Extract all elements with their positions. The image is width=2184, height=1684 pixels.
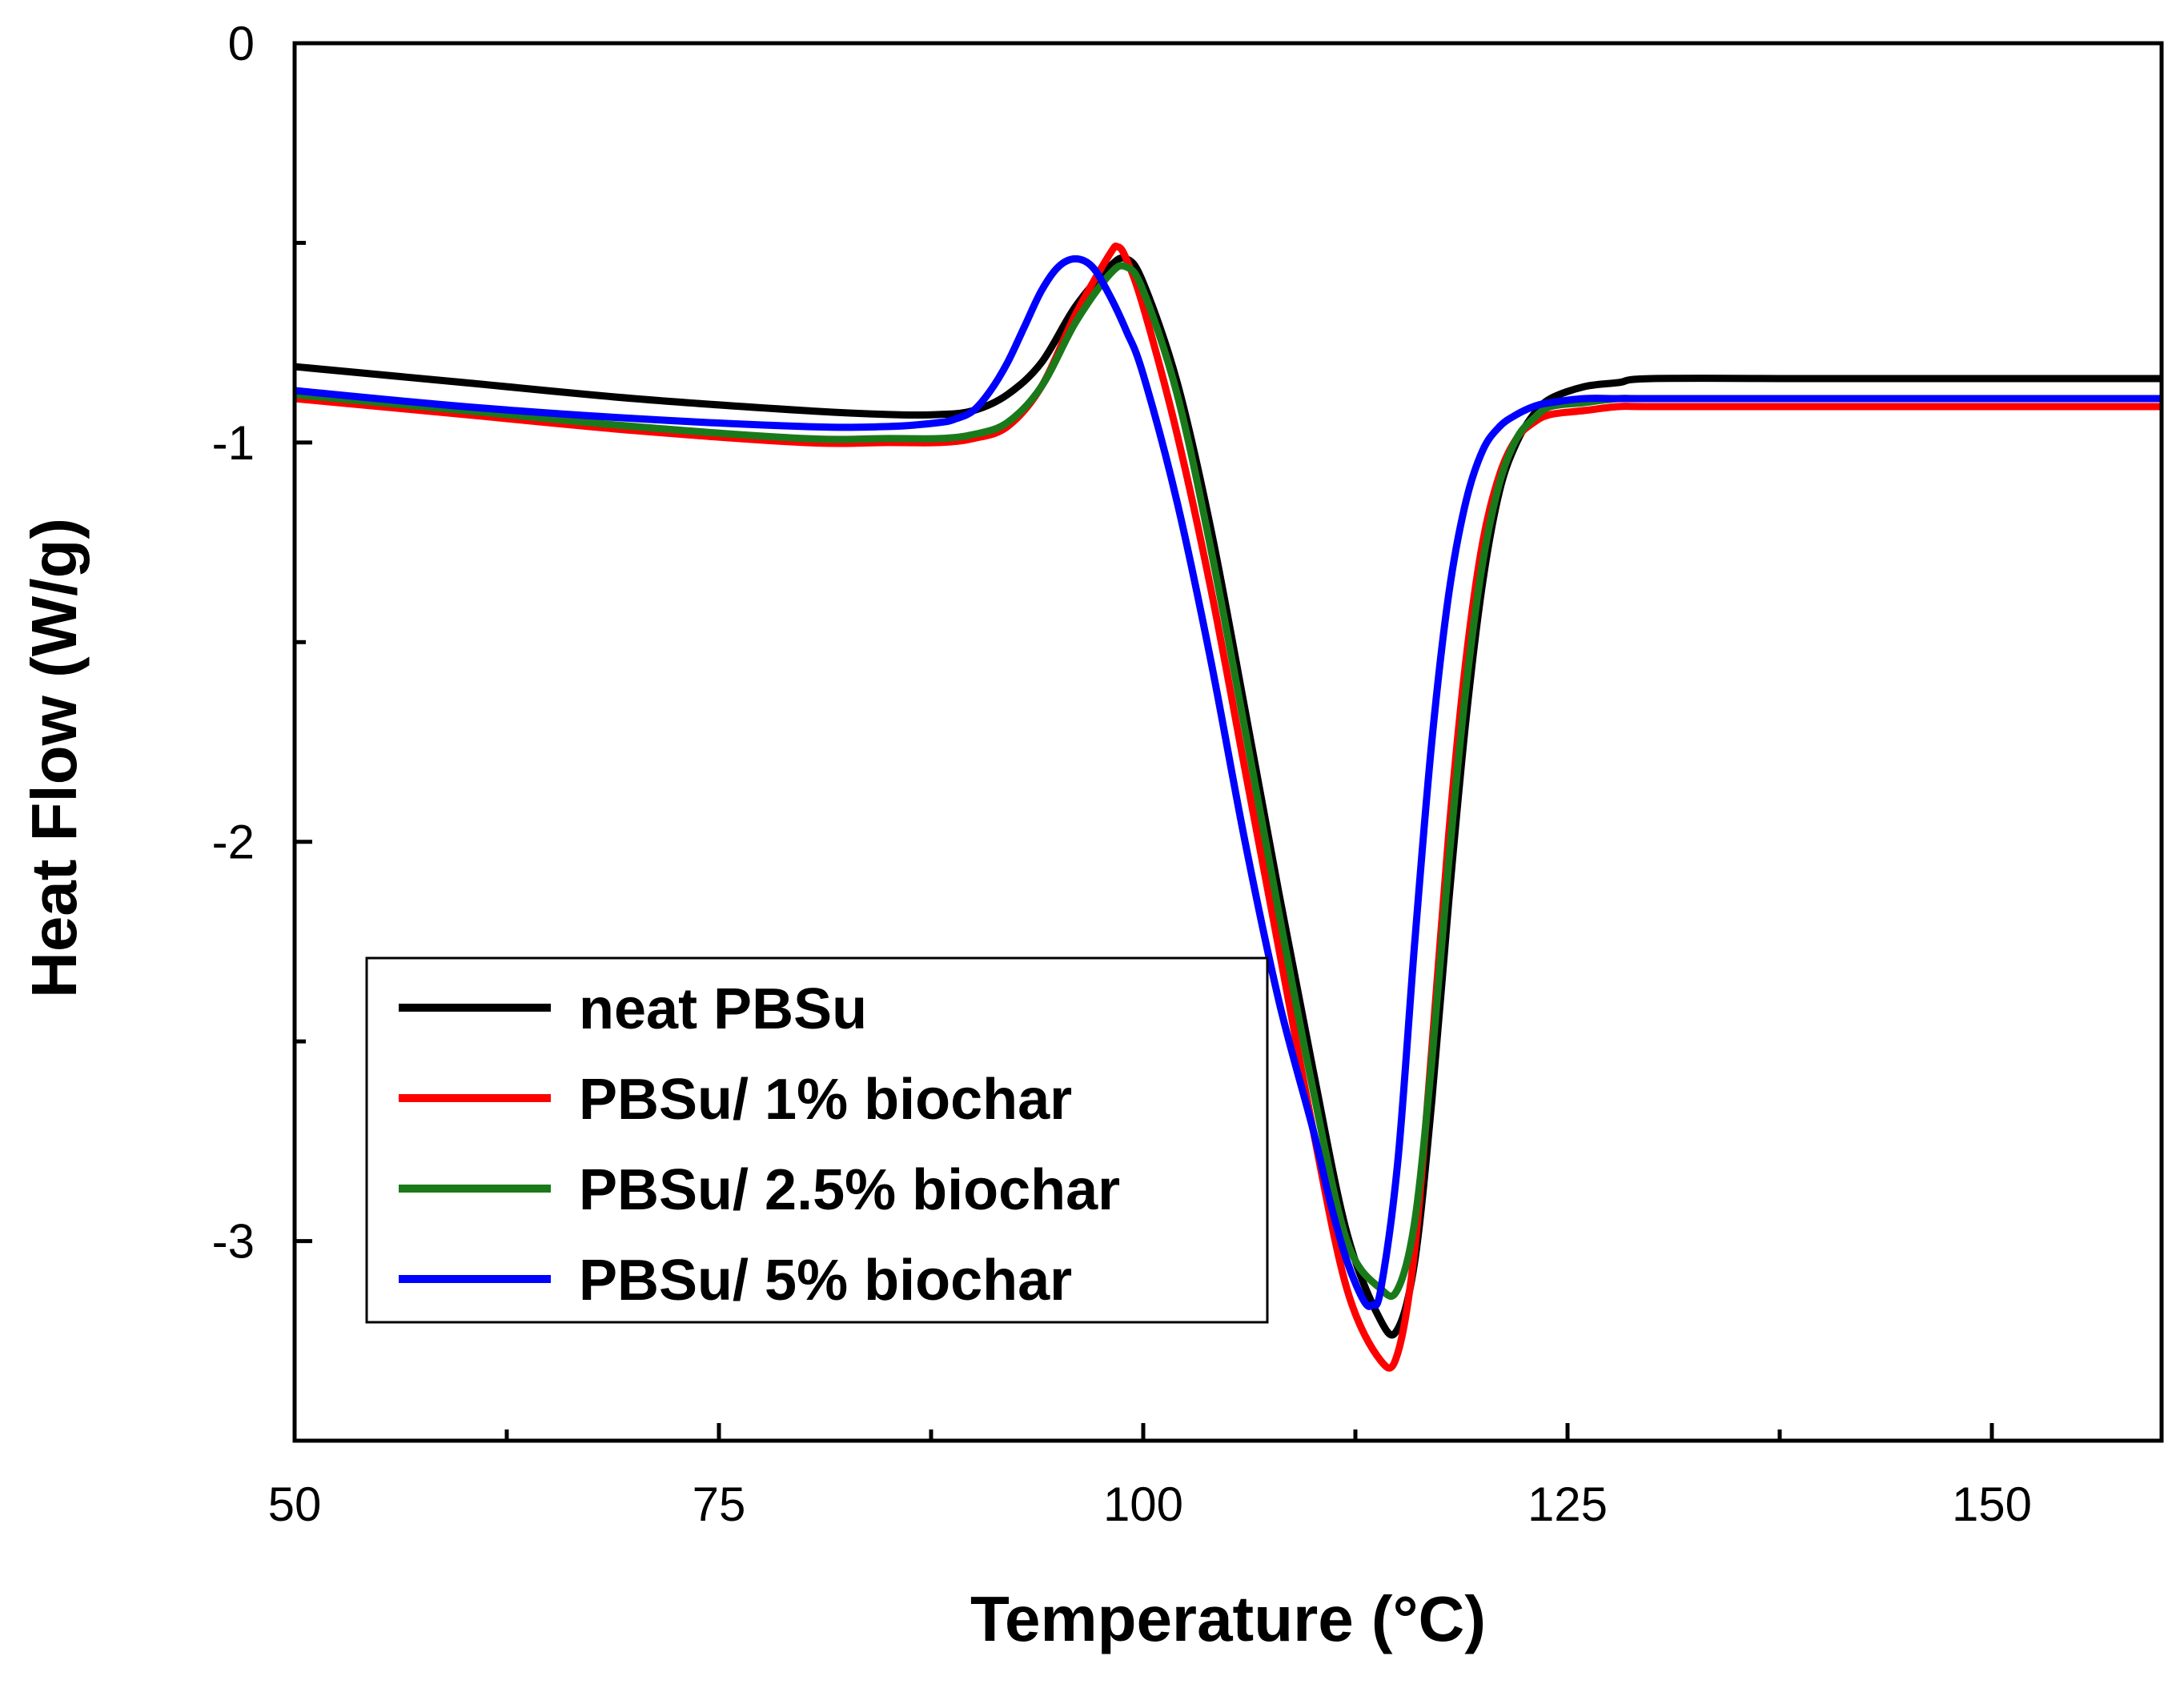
y-tick-label: -2 xyxy=(212,816,255,869)
x-tick-label: 100 xyxy=(1103,1478,1183,1531)
plot-frame xyxy=(292,41,2164,1443)
x-tick-label: 125 xyxy=(1528,1478,1608,1531)
legend-box xyxy=(365,956,1269,1324)
legend-label-1: neat PBSu xyxy=(579,977,867,1041)
series-line-4 xyxy=(295,255,2162,1310)
x-axis-title: Temperature (°C) xyxy=(970,1583,1486,1654)
y-tick-label: -3 xyxy=(212,1215,255,1269)
x-tick-label: 50 xyxy=(268,1478,322,1531)
y-axis-title: Heat Flow (W/g) xyxy=(18,518,90,998)
x-tick-label: 150 xyxy=(1952,1478,2032,1531)
axes-layer: 50 75 100 125 150 0 -1 -2 -3 xyxy=(212,17,2164,1531)
y-tick-label: 0 xyxy=(228,17,255,70)
legend-label-4: PBSu/ 5% biochar xyxy=(579,1249,1072,1313)
y-tick-label: -1 xyxy=(212,416,255,470)
legend-label-2: PBSu/ 1% biochar xyxy=(579,1068,1072,1132)
legend: neat PBSu PBSu/ 1% biochar PBSu/ 2.5% bioc… xyxy=(365,956,1269,1324)
series-layer xyxy=(295,243,2162,1372)
legend-label-3: PBSu/ 2.5% biochar xyxy=(579,1158,1120,1222)
x-tick-label: 75 xyxy=(693,1478,746,1531)
